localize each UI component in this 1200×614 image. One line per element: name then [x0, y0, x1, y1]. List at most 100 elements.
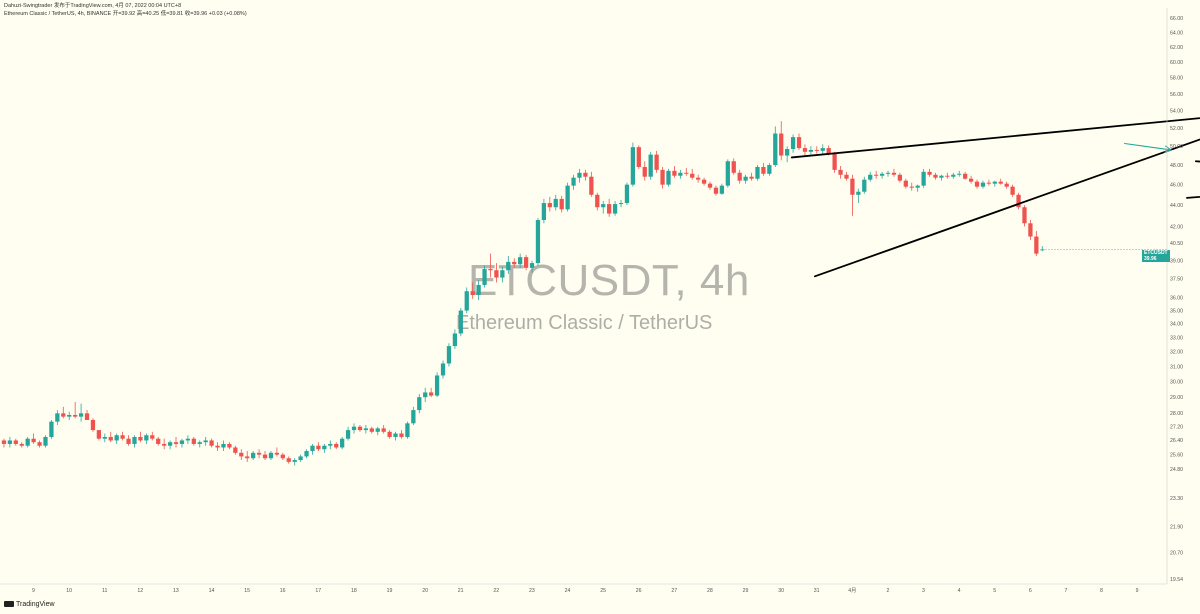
time-tick-label: 31	[814, 588, 820, 594]
candle	[25, 436, 30, 448]
candle-body	[666, 170, 671, 185]
candle	[1010, 184, 1015, 197]
candle	[565, 182, 570, 212]
candle-body	[868, 174, 873, 180]
candle	[832, 151, 837, 173]
time-tick-label: 17	[315, 588, 321, 594]
price-tick-label: 60.00	[1170, 60, 1183, 66]
candle-body	[612, 204, 618, 214]
candle-body	[251, 452, 256, 459]
candle	[233, 445, 238, 455]
candle-body	[452, 333, 458, 347]
candle-body	[624, 184, 630, 204]
candle	[624, 182, 630, 206]
candle	[660, 166, 665, 189]
candle-body	[731, 161, 736, 173]
symbol-ohlc-line: Ethereum Classic / TetherUS, 4h, BINANCE…	[4, 11, 247, 17]
candle	[221, 440, 226, 452]
price-tick-label: 31.00	[1170, 364, 1183, 370]
time-tick-label: 18	[351, 588, 357, 594]
candle-body	[957, 173, 962, 175]
candle-body	[227, 443, 232, 448]
candle-body	[381, 428, 386, 432]
candle-body	[779, 133, 784, 156]
candle	[719, 183, 725, 195]
candle-body	[31, 438, 36, 443]
candle	[13, 438, 18, 446]
candle	[167, 440, 173, 450]
candle-body	[7, 440, 13, 444]
candle	[701, 177, 707, 186]
candle	[209, 438, 214, 448]
candle	[256, 449, 262, 459]
time-tick-label: 24	[565, 588, 571, 594]
candle-body	[998, 181, 1003, 184]
price-tag-value: 39.96	[1144, 256, 1157, 262]
candle	[1028, 220, 1033, 240]
candle	[215, 442, 220, 452]
candle	[850, 174, 855, 216]
candle-body	[933, 174, 938, 178]
price-tick-label: 54.00	[1170, 109, 1183, 115]
candle	[203, 436, 208, 446]
candle-body	[506, 261, 511, 271]
candle	[707, 181, 713, 190]
candle-body	[96, 430, 102, 439]
candle-body	[67, 414, 72, 417]
candle	[7, 436, 13, 448]
candle-body	[322, 445, 327, 450]
candle-body	[707, 183, 713, 188]
candle	[108, 431, 113, 443]
time-tick-label: 3	[922, 588, 925, 594]
candle-body	[696, 177, 701, 180]
candle-body	[488, 269, 493, 271]
candle-body	[464, 291, 469, 311]
candle-body	[785, 149, 790, 156]
candle	[262, 451, 268, 461]
candle-body	[173, 442, 179, 444]
candle-body	[535, 220, 541, 264]
candle	[328, 440, 333, 450]
candle-body	[61, 413, 66, 417]
candle-body	[915, 185, 920, 188]
candle-body	[927, 171, 932, 175]
candle	[583, 169, 588, 181]
time-tick-label: 9	[1136, 588, 1139, 594]
candle	[541, 198, 547, 224]
price-tick-label: 36.00	[1170, 295, 1183, 301]
candle	[939, 174, 944, 181]
candle	[523, 254, 529, 271]
candle-body	[773, 133, 778, 166]
candle-body	[440, 363, 446, 376]
candle-body	[239, 452, 244, 457]
candle-body	[446, 346, 452, 364]
tradingview-logo-text: TradingView	[16, 601, 55, 608]
candle	[607, 198, 612, 217]
candle	[381, 425, 386, 434]
price-tick-label: 20.70	[1170, 550, 1183, 556]
chart-header: Dahuzi-Swingtrader 发布于TradingView.com, 4…	[4, 2, 247, 18]
candle-body	[245, 456, 250, 459]
candle	[963, 171, 968, 180]
candle-body	[808, 149, 814, 152]
candle-body	[209, 440, 214, 446]
candle	[1004, 181, 1009, 189]
candle	[678, 169, 683, 179]
price-tick-label: 66.00	[1170, 16, 1183, 22]
candle-body	[909, 186, 914, 188]
candle-body	[874, 174, 879, 176]
time-tick-label: 14	[209, 588, 215, 594]
candle	[399, 430, 404, 439]
candle	[1, 438, 7, 448]
candle-body	[636, 147, 641, 167]
candle	[375, 426, 380, 436]
candle-body	[1, 440, 7, 444]
candle	[974, 179, 980, 189]
candle-body	[577, 172, 582, 178]
candle	[690, 168, 695, 180]
time-tick-label: 16	[280, 588, 286, 594]
candle	[725, 159, 730, 188]
candle-body	[340, 438, 345, 448]
candle-body	[138, 436, 143, 441]
